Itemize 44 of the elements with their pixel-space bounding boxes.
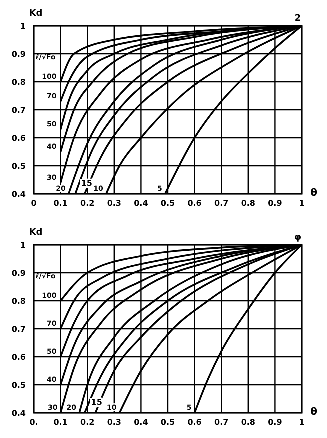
x-tick-label: 0.5 xyxy=(160,199,176,208)
series-label: 15 xyxy=(91,398,103,407)
y-tick-label: 0.6 xyxy=(12,353,26,362)
x-tick-label: 0.1 xyxy=(54,199,68,208)
y-tick-label: 0.5 xyxy=(12,381,26,390)
x-tick-label: 1 xyxy=(299,418,306,427)
x-tick-label: 0.1 xyxy=(54,418,68,427)
series-label: 15 xyxy=(81,179,93,188)
x-tick-label: 0.9 xyxy=(268,418,283,427)
y-tick-label: 0.4 xyxy=(12,409,26,418)
x-tick-label: 0.4 xyxy=(134,199,149,208)
y-tick-label: 0.4 xyxy=(12,190,26,199)
x-tick-label: 0.6 xyxy=(188,199,202,208)
x-tick-label: 0.2 xyxy=(80,199,95,208)
y-tick-label: 0.9 xyxy=(12,269,26,278)
text: φ xyxy=(294,233,302,243)
y-tick-label: 0.8 xyxy=(12,78,26,87)
x-tick-label: 0.3 xyxy=(107,199,122,208)
y-tick-label: 1 xyxy=(20,241,26,250)
x-tick-label: 0.3 xyxy=(107,418,122,427)
x-tick-label: 0.6 xyxy=(188,418,202,427)
x-tick-label: 1 xyxy=(299,199,306,208)
x-tick-label: 0.5 xyxy=(160,418,176,427)
x-axis-title: θ xyxy=(310,188,318,199)
y-tick-label: 0.5 xyxy=(12,162,26,171)
x-tick-label: 0. xyxy=(30,418,38,427)
x-tick-label: 0.7 xyxy=(214,418,229,427)
y-axis-title: Kd xyxy=(29,228,43,238)
x-tick-label: 0.4 xyxy=(134,418,149,427)
y-tick-label: 0.9 xyxy=(12,50,26,59)
x-tick-label: 0.2 xyxy=(80,418,95,427)
y-tick-label: 0.6 xyxy=(12,134,26,143)
y-tick-label: 0.7 xyxy=(12,325,26,334)
y-tick-label: 0.7 xyxy=(12,106,26,115)
x-tick-label: 0 xyxy=(31,199,38,208)
y-tick-label: 1 xyxy=(20,22,26,31)
x-tick-label: 0.7 xyxy=(214,199,229,208)
x-tick-label: 0.9 xyxy=(268,199,283,208)
text: 2 xyxy=(294,14,302,24)
x-tick-label: 0.8 xyxy=(241,199,256,208)
y-axis-title: Kd xyxy=(29,9,43,19)
x-tick-label: 0.8 xyxy=(241,418,256,427)
x-axis-title: θ xyxy=(310,407,318,418)
y-tick-label: 0.8 xyxy=(12,297,26,306)
